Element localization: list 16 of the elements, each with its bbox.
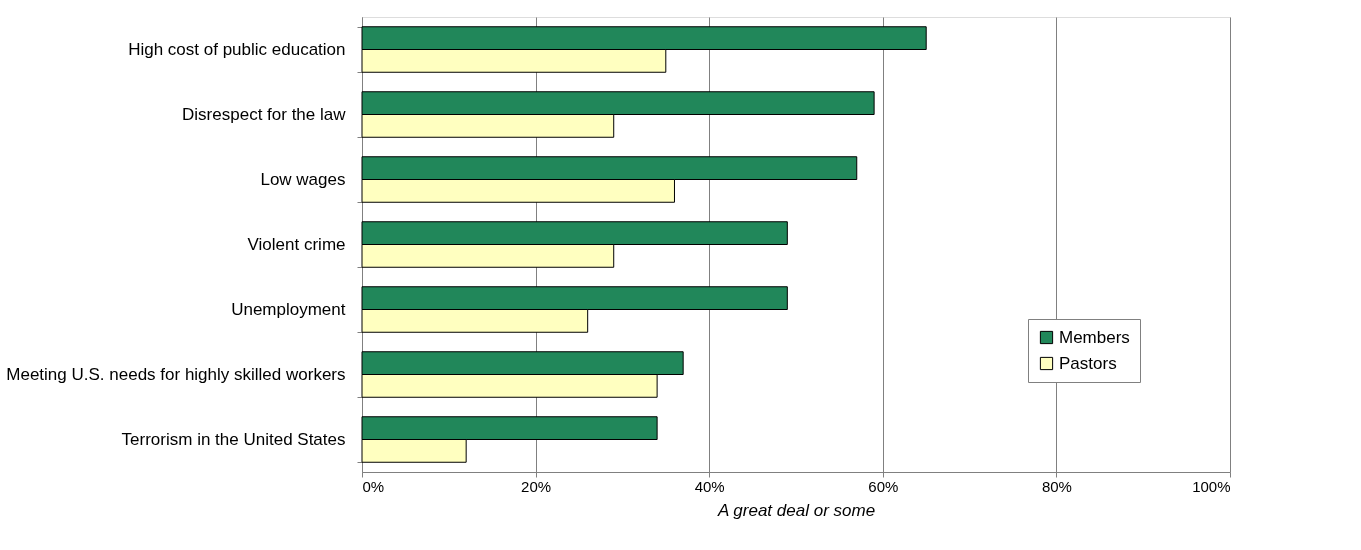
- x-tick-label: 0%: [362, 477, 385, 495]
- y-tick-label: Disrespect for the law: [182, 105, 347, 124]
- y-tick-label: Low wages: [260, 170, 346, 189]
- y-tick-label: Unemployment: [231, 300, 346, 319]
- x-tick-label: 20%: [521, 477, 552, 495]
- x-tick-label: 60%: [868, 477, 899, 495]
- x-axis-title: A great deal or some: [716, 500, 876, 520]
- x-tick-label: 80%: [1041, 477, 1072, 495]
- y-tick-label: Meeting U.S. needs for highly skilled workers: [6, 365, 346, 384]
- x-tick-label: 40%: [694, 477, 725, 495]
- y-tick-label: Violent crime: [247, 235, 346, 254]
- x-tick-label: 100%: [1192, 477, 1231, 495]
- legend-label: Pastors: [1059, 353, 1117, 373]
- legend-label: Members: [1059, 327, 1130, 347]
- y-tick-label: High cost of public education: [128, 40, 346, 59]
- y-tick-label: Terrorism in the United States: [121, 430, 346, 449]
